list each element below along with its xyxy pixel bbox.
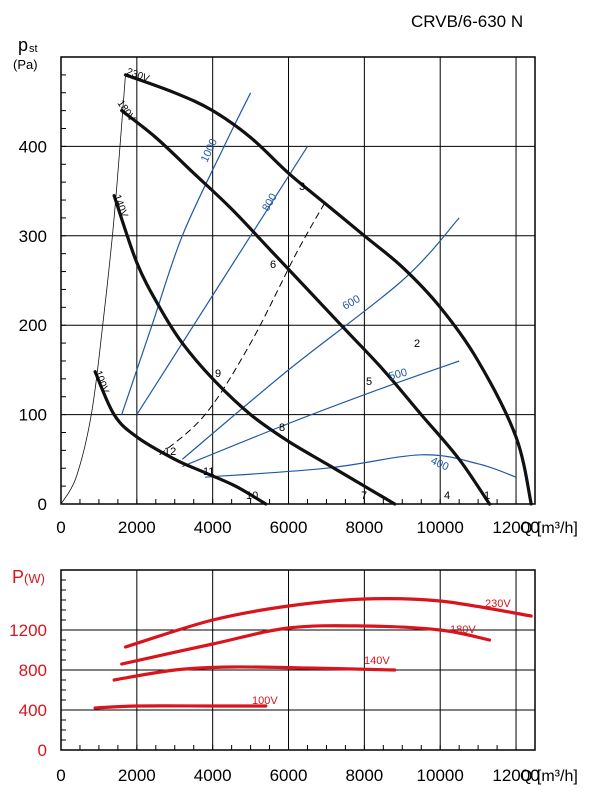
efficiency-curve-500 [182, 360, 460, 468]
efficiency-curve-600 [181, 217, 460, 460]
x-tick-label: 2000 [118, 518, 156, 537]
efficiency-curves [121, 92, 517, 478]
power-series [93, 596, 533, 710]
y-tick-label: 300 [19, 227, 47, 246]
pressure-curve-230v [123, 73, 533, 506]
power-curve-100v [93, 704, 268, 710]
pressure-y-label: p [18, 35, 28, 55]
point-label-6: 6 [270, 259, 276, 271]
pressure-x-tick-labels: 0 2000 4000 6000 8000 10000 12000 [56, 518, 539, 537]
pressure-y-label-sub: st [29, 43, 38, 55]
x-tick-label: 6000 [270, 766, 308, 785]
eff-label-600: 600 [341, 293, 363, 313]
y-tick-label: 0 [38, 741, 47, 760]
point-label-8: 8 [279, 422, 285, 434]
y-tick-label: 100 [19, 406, 47, 425]
power-label-180v: 180V [450, 624, 476, 636]
pressure-curve-limit [60, 74, 126, 505]
pressure-plot-frame [60, 56, 536, 505]
x-tick-label: 8000 [345, 766, 383, 785]
power-plot-frame [60, 569, 536, 751]
pressure-series [60, 73, 533, 506]
x-tick-label: 4000 [194, 518, 232, 537]
power-x-label: Q [m³/h] [520, 768, 578, 785]
x-tick-label: 12000 [492, 766, 539, 785]
y-tick-label: 200 [19, 316, 47, 335]
point-label-10: 10 [246, 490, 258, 502]
point-label-2: 2 [414, 338, 420, 350]
system-curve [159, 199, 327, 456]
x-tick-label: 2000 [118, 766, 156, 785]
y-tick-label: 1200 [9, 621, 47, 640]
x-tick-label: 10000 [417, 766, 464, 785]
point-label-7: 7 [361, 490, 367, 502]
x-tick-label: 8000 [345, 518, 383, 537]
pressure-y-tick-labels: 0 100 200 300 400 [19, 137, 47, 514]
power-chart: 0 2000 4000 6000 8000 10000 12000 04008001200 … [9, 567, 578, 785]
system-curve-line [159, 199, 327, 456]
point-label-11: 11 [203, 466, 214, 478]
efficiency-curve-400 [205, 454, 517, 478]
pressure-minor-ticks [61, 74, 517, 504]
point-label-9: 9 [215, 368, 221, 380]
x-tick-label: 4000 [194, 766, 232, 785]
x-tick-label: 10000 [417, 518, 464, 537]
power-curve-230v [123, 596, 533, 649]
power-minor-ticks [61, 579, 517, 750]
power-label-230v: 230V [485, 598, 511, 610]
x-tick-label: 0 [56, 766, 65, 785]
label-230v: 230V [125, 66, 151, 84]
power-grid [61, 570, 535, 750]
power-y-tick-labels: 0 400 800 1200 [9, 621, 47, 760]
pressure-curve-140v [112, 194, 397, 506]
eff-label-500: 500 [388, 367, 409, 383]
pressure-curve-180v [120, 109, 492, 506]
x-tick-label: 6000 [270, 518, 308, 537]
y-tick-label: 400 [19, 137, 47, 156]
y-tick-label: 800 [19, 661, 47, 680]
chart-title: CRVB/6-630 N [411, 12, 523, 31]
pressure-y-unit: (Pa) [13, 57, 38, 72]
pressure-curve-100v [93, 370, 268, 506]
eff-label-400: 400 [429, 455, 451, 474]
y-tick-label: 400 [19, 701, 47, 720]
power-label-100v: 100V [252, 695, 278, 707]
power-x-tick-labels: 0 2000 4000 6000 8000 10000 12000 [56, 766, 539, 785]
power-curve-180v [120, 624, 492, 666]
power-curve-140v [112, 665, 397, 682]
point-label-4: 4 [444, 490, 450, 502]
pressure-chart: 0 2000 4000 6000 8000 10000 12000 010020030040… [13, 35, 578, 537]
x-tick-label: 0 [56, 518, 65, 537]
point-label-1: 1 [484, 490, 490, 502]
power-y-label: P(W) [12, 567, 45, 587]
power-label-140v: 140V [364, 655, 390, 667]
point-label-12: 12 [164, 446, 176, 458]
y-tick-label: 0 [38, 495, 47, 514]
pressure-grid [61, 57, 535, 504]
x-tick-label: 12000 [492, 518, 539, 537]
point-label-3: 3 [299, 181, 305, 193]
pressure-x-label: Q [m³/h] [520, 520, 578, 537]
efficiency-curve-800 [136, 146, 309, 415]
point-label-5: 5 [366, 376, 372, 388]
efficiency-curve-1000 [121, 92, 252, 415]
